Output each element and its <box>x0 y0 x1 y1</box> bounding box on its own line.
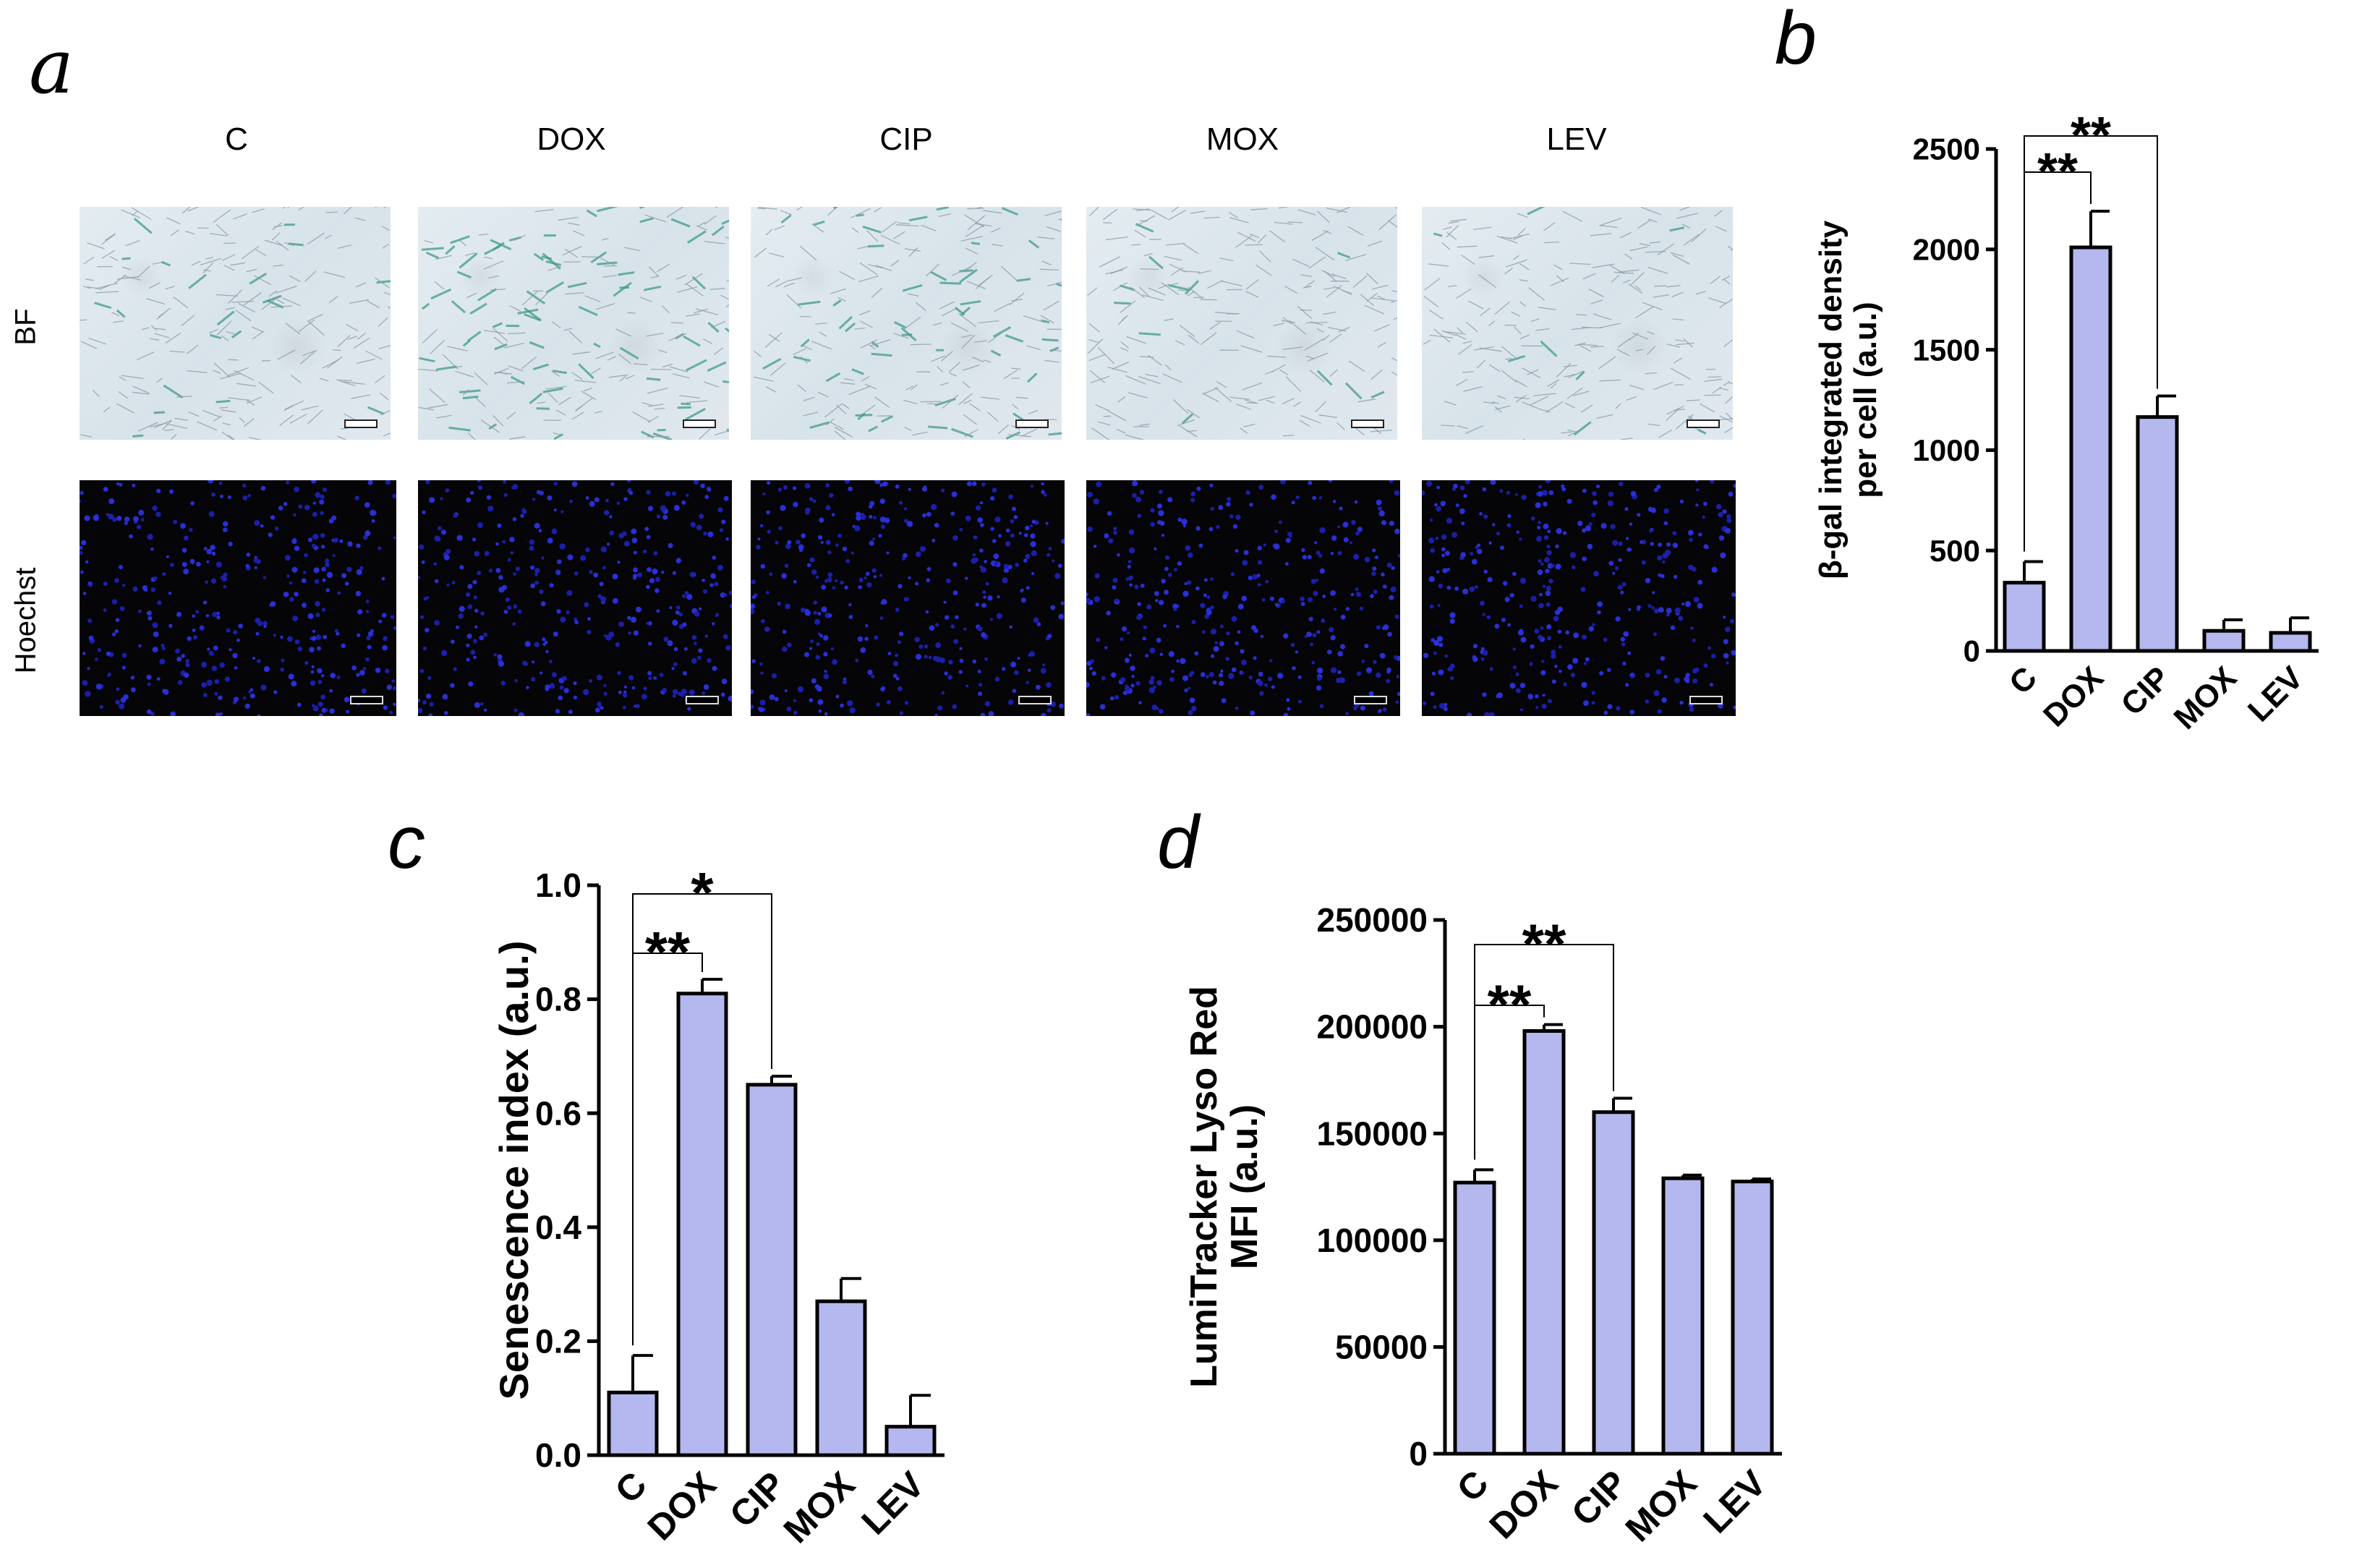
column-label-c: C <box>225 122 248 157</box>
bar-dox <box>676 992 728 1457</box>
y-tick-label: 200000 <box>1317 1008 1428 1046</box>
y-tick-label: 1.0 <box>535 866 581 904</box>
hoechst-image-lev <box>1422 480 1736 716</box>
y-axis-label: LumiTracker Lyso Red <box>1183 986 1225 1388</box>
y-tick-label: 0.0 <box>535 1436 581 1474</box>
significance-label: ** <box>2071 107 2111 165</box>
significance-label: * <box>691 861 714 925</box>
x-tick-label: LEV <box>853 1464 932 1543</box>
x-tick-label: LEV <box>1695 1462 1774 1541</box>
bf-image-lev <box>1422 207 1733 440</box>
x-tick-label: CIP <box>2115 660 2178 723</box>
x-tick-label: MOX <box>1618 1462 1705 1549</box>
y-tick-label: 2000 <box>1913 233 1980 267</box>
significance-label: ** <box>2037 143 2078 201</box>
scale-bar <box>350 696 383 704</box>
y-tick-label: 150000 <box>1317 1115 1428 1152</box>
scale-bar <box>1015 419 1049 428</box>
significance-label: ** <box>1522 912 1566 976</box>
hoechst-image-dox <box>418 480 732 716</box>
row-label-bf: BF <box>9 308 42 346</box>
y-tick-label: 250000 <box>1317 901 1428 939</box>
significance-bracket <box>632 893 772 1346</box>
column-label-lev: LEV <box>1546 122 1607 157</box>
panel-a-letter: a <box>29 22 74 111</box>
bf-image-mox <box>1086 207 1397 440</box>
y-tick-label: 1500 <box>1913 333 1980 367</box>
panel-letter: b <box>1775 0 1817 80</box>
y-axis-label: MFI (a.u.) <box>1224 1104 1266 1269</box>
y-tick-label: 0.8 <box>535 981 581 1018</box>
hoechst-image-cip <box>751 480 1065 716</box>
bf-image-dox <box>418 207 729 440</box>
significance-label: ** <box>1488 973 1532 1036</box>
x-tick-label: C <box>2003 660 2044 701</box>
scale-bar <box>1018 696 1052 704</box>
y-tick-label: 100000 <box>1317 1222 1428 1259</box>
scale-bar <box>1351 419 1384 428</box>
scale-bar <box>344 419 378 428</box>
bar-lev <box>2269 631 2312 653</box>
y-tick-label: 0.6 <box>535 1094 581 1132</box>
y-tick-label: 500 <box>1930 534 1980 568</box>
panel-letter: d <box>1157 801 1201 885</box>
y-tick-label: 1000 <box>1913 433 1980 467</box>
panel-letter: c <box>388 801 425 885</box>
x-tick-label: C <box>607 1464 655 1511</box>
bar-lev <box>1731 1180 1774 1456</box>
x-tick-label: MOX <box>2167 660 2244 736</box>
bar-cip <box>1592 1110 1635 1456</box>
x-tick-label: DOX <box>1482 1462 1566 1546</box>
y-tick-label: 0 <box>1409 1435 1428 1473</box>
bar-dox <box>2069 245 2112 653</box>
column-label-mox: MOX <box>1206 122 1279 157</box>
significance-bracket <box>2024 135 2158 552</box>
bf-image-cip <box>751 207 1062 440</box>
bar-cip <box>746 1083 798 1457</box>
bar-chart-d: 050000100000150000200000250000CDOXCIPMOX… <box>1157 801 1782 1549</box>
hoechst-image-c <box>80 480 396 716</box>
bar-chart-c: 0.00.20.40.60.81.0CDOXCIPMOXLEVSenescenc… <box>388 801 945 1551</box>
bar-c <box>607 1390 659 1457</box>
bf-image-c <box>80 207 391 440</box>
x-tick-label: C <box>1449 1462 1496 1509</box>
column-label-cip: CIP <box>879 122 933 157</box>
y-tick-label: 0.2 <box>535 1323 581 1360</box>
bar-c <box>2003 581 2046 653</box>
y-tick-label: 50000 <box>1335 1329 1428 1366</box>
y-tick-label: 0.4 <box>535 1209 581 1246</box>
bar-mox <box>1661 1176 1705 1456</box>
scale-bar <box>686 696 719 704</box>
bar-dox <box>1522 1029 1566 1456</box>
bar-mox <box>2202 629 2246 653</box>
significance-bracket <box>1474 944 1614 1160</box>
row-label-hoechst: Hoechst <box>9 567 42 674</box>
y-axis-label: Senescence index (a.u.) <box>491 941 537 1400</box>
column-label-dox: DOX <box>537 122 606 157</box>
scale-bar <box>1687 419 1720 428</box>
x-tick-label: LEV <box>2241 660 2311 729</box>
y-axis-label: β-gal integrated density <box>1813 220 1849 579</box>
scale-bar <box>683 419 716 428</box>
bar-mox <box>815 1299 867 1457</box>
x-tick-label: DOX <box>2037 660 2110 733</box>
hoechst-image-mox <box>1086 480 1400 716</box>
scale-bar <box>1354 696 1387 704</box>
y-tick-label: 2500 <box>1913 132 1980 166</box>
significance-label: ** <box>645 920 691 984</box>
bar-lev <box>884 1425 937 1457</box>
x-tick-label: DOX <box>640 1464 724 1548</box>
scale-bar <box>1689 696 1723 704</box>
x-tick-label: MOX <box>776 1464 863 1551</box>
y-tick-label: 0 <box>1964 634 1980 668</box>
bar-c <box>1453 1180 1496 1456</box>
y-axis-label: per cell (a.u.) <box>1848 302 1883 498</box>
bar-cip <box>2136 415 2179 653</box>
